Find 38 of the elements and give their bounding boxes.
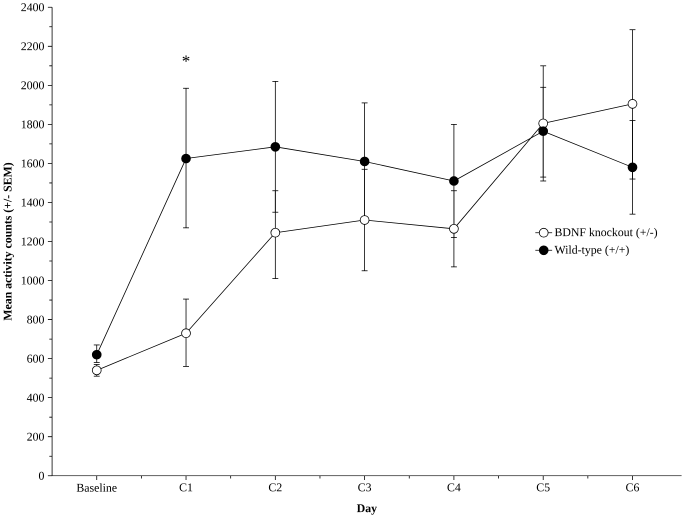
x-tick-label: C1 xyxy=(180,483,192,492)
point xyxy=(360,215,370,225)
y-tick-label: 200 xyxy=(27,432,44,441)
y-tick-label: 0 xyxy=(38,472,44,480)
y-tick-label: 800 xyxy=(27,316,44,324)
y-tick-label: 1600 xyxy=(22,159,44,168)
point xyxy=(628,162,638,172)
legend-label: BDNF knockout (+/-) xyxy=(554,228,658,239)
y-tick-label: 1800 xyxy=(22,120,44,128)
y-axis-title: Mean activity counts (+/- SEM) xyxy=(3,162,14,320)
y-tick-label: 2200 xyxy=(21,42,44,50)
x-tick-label: C2 xyxy=(268,483,282,492)
y-tick-label: 2400 xyxy=(21,3,44,12)
x-tick-label: C5 xyxy=(536,483,550,492)
point xyxy=(360,156,370,166)
y-tick-label: 1400 xyxy=(22,198,44,206)
x-axis-title: Day xyxy=(356,504,377,515)
y-tick-label: 1200 xyxy=(22,238,44,246)
point xyxy=(181,154,191,164)
point xyxy=(538,126,548,136)
y-tick-label: 600 xyxy=(27,354,44,363)
point xyxy=(449,176,459,186)
x-tick-label: C4 xyxy=(447,483,461,492)
x-tick-label: Baseline xyxy=(76,483,117,492)
point xyxy=(181,328,191,338)
y-tick-label: 400 xyxy=(26,394,44,402)
x-tick-label: C3 xyxy=(358,483,372,492)
legend-label: Wild-type (+/+) xyxy=(554,245,629,256)
point xyxy=(449,224,459,234)
annotation: * xyxy=(182,56,190,62)
point xyxy=(92,350,102,360)
point xyxy=(270,228,280,238)
point xyxy=(270,142,280,152)
y-tick-label: 1000 xyxy=(22,276,44,285)
y-tick-label: 2000 xyxy=(21,81,44,90)
point xyxy=(628,99,638,109)
point xyxy=(538,118,548,128)
x-tick-label: C6 xyxy=(626,483,640,492)
